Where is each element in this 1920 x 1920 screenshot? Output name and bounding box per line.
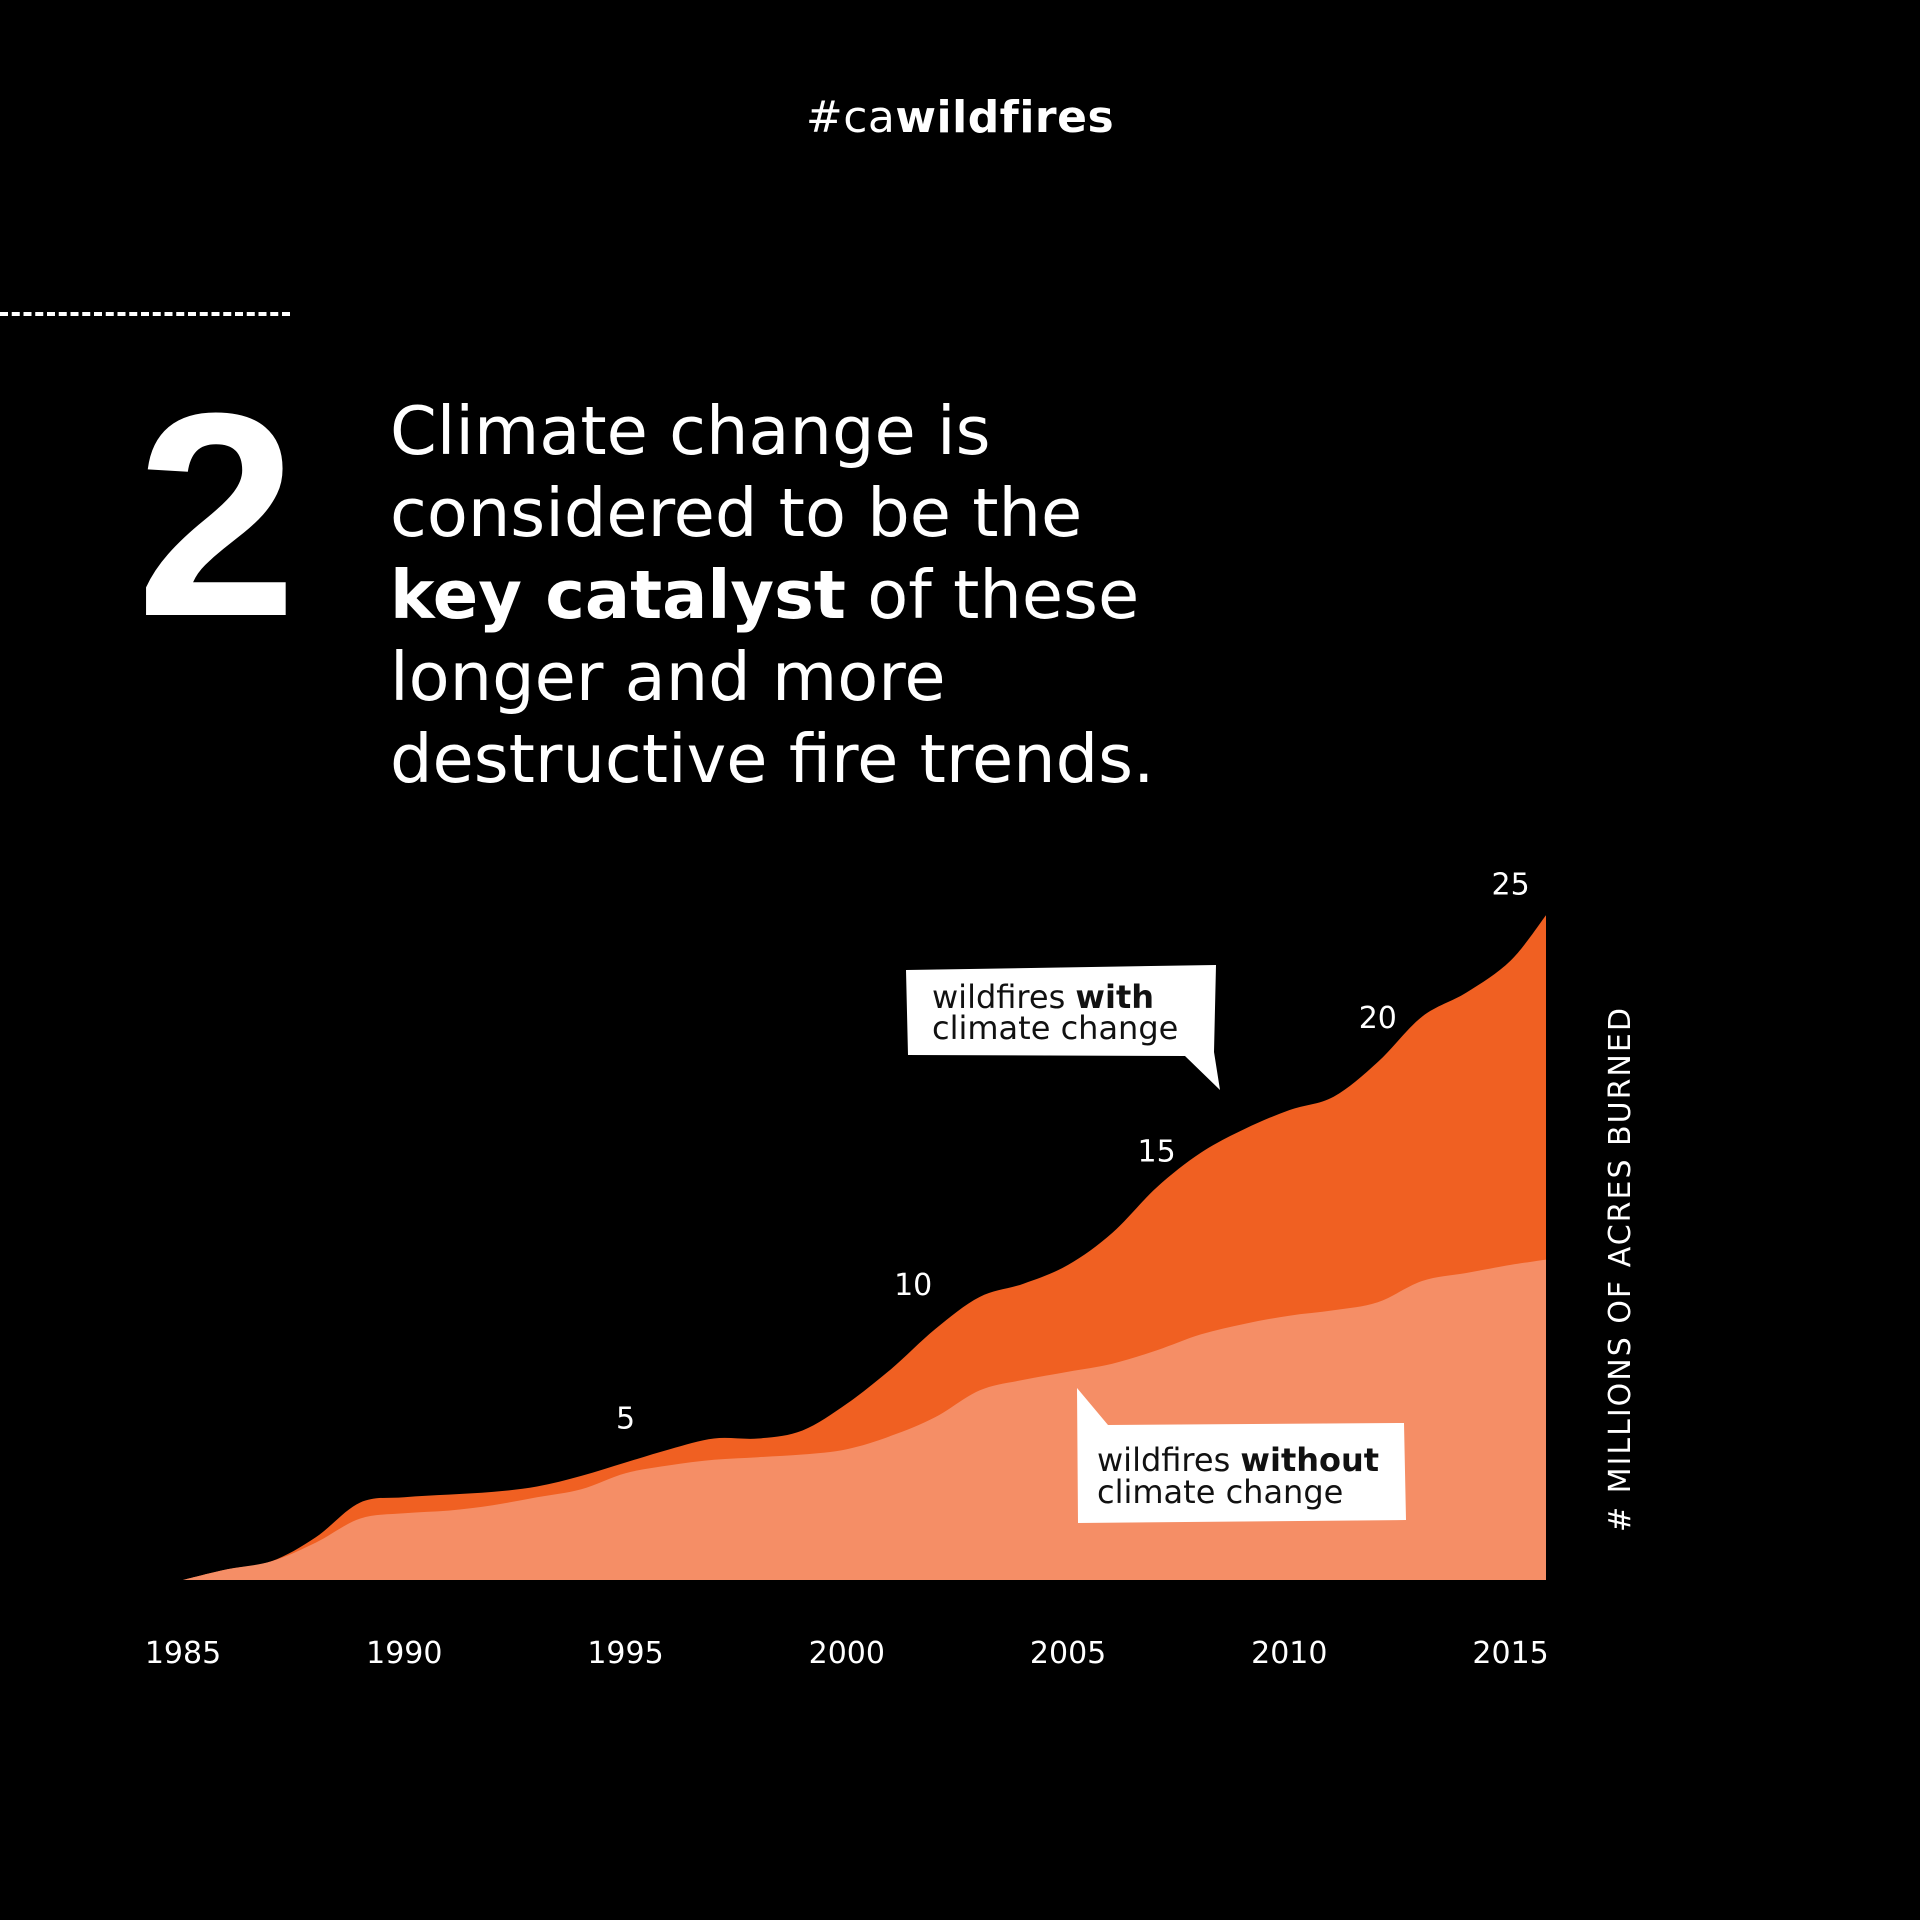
x-tick-1995: 1995 <box>587 1636 663 1671</box>
callout-with-line-1: wildfires with <box>932 978 1154 1016</box>
value-label-15: 15 <box>1138 1135 1176 1170</box>
hashtag-title: #cawildfires <box>0 92 1920 143</box>
hashtag-bold: wildfires <box>895 92 1115 143</box>
callout-without-line-1: wildfires without <box>1097 1441 1379 1479</box>
headline-line-5: destructive fire trends. <box>390 720 1155 798</box>
x-axis-ticks: 1985 1990 1995 2000 2005 2010 2015 <box>145 1636 1549 1671</box>
headline-emphasis: key catalyst <box>390 556 846 634</box>
value-label-25: 25 <box>1492 868 1530 903</box>
callout-with-line-2: climate change <box>932 1009 1178 1047</box>
x-tick-1985: 1985 <box>145 1636 221 1671</box>
value-label-5: 5 <box>616 1402 635 1437</box>
headline-line-2: considered to be the <box>390 474 1083 552</box>
y-axis-title: # MILLIONS OF ACRES BURNED <box>1603 1006 1638 1532</box>
callout-with: wildfires with climate change <box>906 965 1220 1090</box>
headline: Climate change is considered to be the k… <box>390 390 1290 800</box>
section-number: 2 <box>136 353 298 677</box>
value-label-10: 10 <box>894 1268 932 1303</box>
hashtag-prefix: #ca <box>805 92 896 143</box>
callout-without: wildfires without climate change <box>1077 1388 1406 1523</box>
headline-line-4: longer and more <box>390 638 946 716</box>
callout-without-box <box>1077 1388 1406 1523</box>
x-tick-2000: 2000 <box>809 1636 885 1671</box>
x-tick-2005: 2005 <box>1030 1636 1106 1671</box>
value-labels: 5 10 15 20 25 <box>616 868 1530 1437</box>
callout-without-line-2: climate change <box>1097 1473 1343 1511</box>
headline-line-3: key catalyst of these <box>390 554 1290 636</box>
headline-line-3-rest: of these <box>845 556 1140 634</box>
value-label-20: 20 <box>1359 1001 1397 1036</box>
headline-line-1: Climate change is <box>390 392 991 470</box>
x-tick-2010: 2010 <box>1251 1636 1327 1671</box>
dashed-divider <box>0 312 290 316</box>
x-tick-2015: 2015 <box>1472 1636 1548 1671</box>
x-tick-1990: 1990 <box>366 1636 442 1671</box>
callout-with-box <box>906 965 1220 1090</box>
